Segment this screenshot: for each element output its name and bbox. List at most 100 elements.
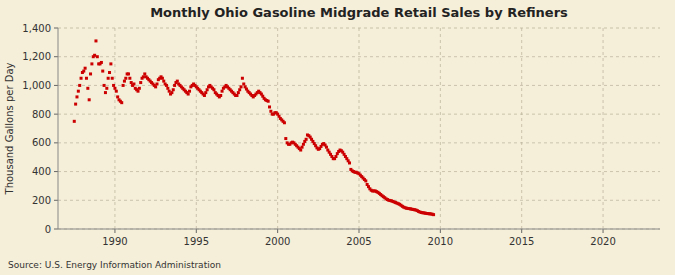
data-point [240, 85, 243, 88]
data-point [334, 155, 337, 158]
tick-mark [440, 229, 441, 233]
data-point [267, 100, 270, 103]
x-tick-label: 2020 [590, 236, 615, 247]
tick-mark [54, 142, 58, 143]
data-point [166, 87, 169, 90]
tick-mark [54, 171, 58, 172]
data-point [103, 84, 106, 87]
grid-line [58, 56, 660, 57]
x-axis-line [58, 229, 660, 230]
data-point [221, 90, 224, 93]
y-tick-label: 800 [32, 109, 51, 120]
tick-mark [114, 229, 115, 233]
data-point [241, 77, 244, 80]
y-tick-label: 200 [32, 195, 51, 206]
tick-mark [54, 200, 58, 201]
data-point [115, 90, 118, 93]
data-point [85, 77, 88, 80]
data-point [143, 72, 146, 75]
data-point [301, 146, 304, 149]
data-point [113, 87, 116, 90]
tick-mark [54, 229, 58, 230]
source-note: Source: U.S. Energy Information Administ… [8, 260, 221, 270]
axes: 02004006008001,0001,2001,400199019952000… [22, 23, 660, 248]
tick-mark [54, 56, 58, 57]
tick-mark [603, 229, 604, 233]
data-point [168, 90, 171, 93]
data-point [283, 121, 286, 124]
grid-line [521, 28, 522, 229]
data-point [235, 94, 238, 97]
data-point [173, 84, 176, 87]
data-point [108, 71, 111, 74]
x-tick-label: 2010 [428, 236, 453, 247]
data-point [123, 80, 126, 83]
grid [58, 28, 660, 229]
data-point [77, 90, 80, 93]
data-point [212, 88, 215, 91]
grid-line [277, 28, 278, 229]
tick-mark [54, 114, 58, 115]
y-axis-label: Thousand Gallons per Day [4, 62, 15, 195]
grid-line [114, 28, 115, 229]
data-point [237, 91, 240, 94]
tick-mark [359, 229, 360, 233]
data-point [302, 143, 305, 146]
y-tick-label: 1,000 [22, 80, 51, 91]
data-point [90, 62, 93, 65]
data-point [88, 98, 91, 101]
grid-line [58, 85, 660, 86]
data-point [238, 88, 241, 91]
data-point [96, 55, 99, 58]
data-point [130, 81, 133, 84]
data-point [78, 84, 81, 87]
data-point [116, 95, 119, 98]
data-point [299, 149, 302, 152]
grid-line [58, 200, 660, 201]
data-point [187, 93, 190, 96]
data-point [94, 39, 97, 42]
data-point [86, 87, 89, 90]
data-point [142, 75, 145, 78]
data-point [75, 95, 78, 98]
x-tick-label: 1990 [102, 236, 127, 247]
grid-line [440, 28, 441, 229]
data-point [107, 77, 110, 80]
data-point [111, 77, 114, 80]
data-point [84, 67, 87, 70]
data-point [242, 82, 245, 85]
chart: 02004006008001,0001,2001,400199019952000… [0, 0, 675, 275]
data-point [82, 70, 85, 73]
data-point [138, 87, 141, 90]
data-point [154, 85, 157, 88]
data-point [105, 87, 108, 90]
tick-mark [196, 229, 197, 233]
grid-line [196, 28, 197, 229]
data-point [139, 81, 142, 84]
y-tick-label: 0 [45, 224, 51, 235]
data-point [219, 94, 222, 97]
data-point [364, 179, 367, 182]
x-tick-label: 2000 [265, 236, 290, 247]
data-point [74, 103, 77, 106]
grid-line [359, 28, 360, 229]
data-point [127, 72, 130, 75]
data-point [203, 94, 206, 97]
data-point [124, 77, 127, 80]
data-point [170, 91, 173, 94]
tick-mark [521, 229, 522, 233]
data-point [73, 120, 76, 123]
data-point [268, 105, 271, 108]
data-point [155, 82, 158, 85]
data-point [80, 77, 83, 80]
tick-mark [54, 28, 58, 29]
data-point [176, 80, 179, 83]
x-tick-label: 2015 [509, 236, 534, 247]
data-point [162, 80, 165, 83]
data-point [305, 138, 308, 141]
y-tick-label: 600 [32, 137, 51, 148]
data-point [132, 82, 135, 85]
grid-line [58, 229, 660, 230]
data-point [206, 88, 209, 91]
y-tick-label: 1,400 [22, 23, 51, 34]
